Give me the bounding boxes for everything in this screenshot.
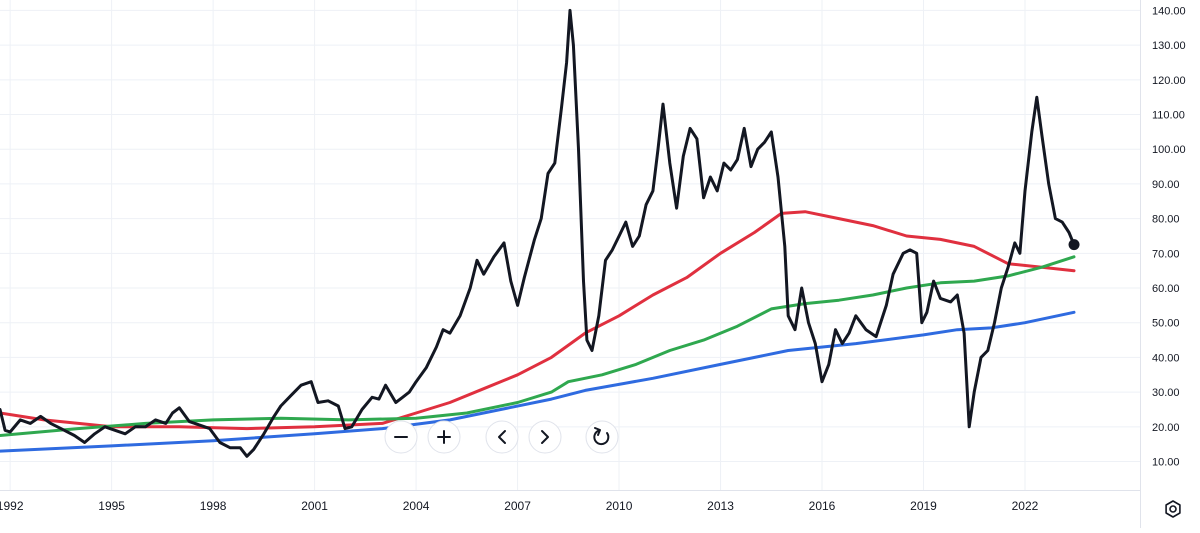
scroll-right-button-background: [528, 420, 562, 454]
series-layer: [0, 8, 1080, 458]
x-tick-label: 2013: [707, 499, 734, 513]
chevron-left-icon: [498, 430, 506, 444]
x-tick-label: 2010: [606, 499, 633, 513]
chart-settings-button[interactable]: [1160, 497, 1186, 521]
y-tick-label: 20.00: [1152, 422, 1180, 434]
x-tick-label: 1998: [200, 499, 227, 513]
y-tick-label: 30.00: [1152, 387, 1180, 399]
x-tick-label: 2022: [1012, 499, 1039, 513]
x-tick-label: 2019: [910, 499, 937, 513]
gear-icon: [1165, 500, 1181, 518]
y-tick-label: 110.00: [1152, 110, 1185, 122]
zoom-in-button[interactable]: [427, 420, 461, 454]
y-tick-label: 120.00: [1152, 75, 1186, 87]
y-tick-label: 60.00: [1152, 283, 1180, 295]
chevron-right-icon: [541, 430, 549, 444]
x-tick-label: 2007: [504, 499, 531, 513]
plus-icon: [437, 430, 451, 444]
scroll-left-button-background: [485, 420, 519, 454]
y-tick-label: 80.00: [1152, 214, 1180, 226]
y-tick-label: 70.00: [1152, 248, 1180, 260]
x-tick-label: 1995: [98, 499, 125, 513]
price-series-line: [0, 8, 1076, 458]
last-price-marker: [1068, 239, 1080, 251]
grid: [0, 0, 1140, 490]
reset-icon: [593, 427, 610, 446]
scroll-left-button[interactable]: [485, 420, 519, 454]
zoom-out-button[interactable]: [384, 420, 418, 454]
reset-chart-button[interactable]: [585, 420, 619, 454]
x-tick-label: 2016: [809, 499, 836, 513]
scroll-right-button[interactable]: [528, 420, 562, 454]
y-tick-label: 40.00: [1152, 352, 1180, 364]
chart-navigation-controls[interactable]: [384, 420, 619, 454]
y-tick-label: 100.00: [1152, 144, 1186, 156]
x-tick-label: 1992: [0, 499, 24, 513]
y-tick-label: 50.00: [1152, 318, 1180, 330]
moving-average-line: [0, 210, 1076, 431]
x-tick-label: 2001: [301, 499, 328, 513]
y-tick-label: 10.00: [1152, 457, 1180, 469]
y-tick-label: 130.00: [1152, 40, 1186, 52]
x-tick-label: 2004: [403, 499, 430, 513]
axes: 10.00 20.00 30.00 40.00 50.00 60.00 70.00 80.00…: [0, 0, 1186, 528]
y-tick-label: 90.00: [1152, 179, 1180, 191]
y-tick-label: 140.00: [1152, 5, 1186, 17]
reset-chart-button-background: [585, 420, 619, 454]
